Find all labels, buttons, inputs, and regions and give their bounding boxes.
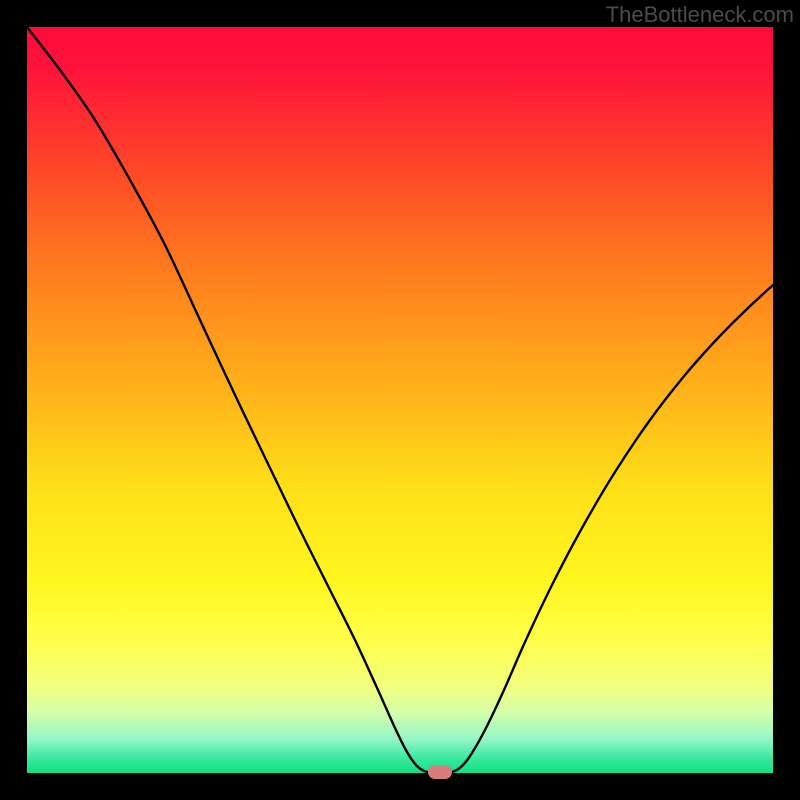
watermark-text: TheBottleneck.com <box>606 2 794 28</box>
chart-stage: TheBottleneck.com <box>0 0 800 800</box>
plot-gradient-background <box>0 0 800 800</box>
optimum-marker <box>428 765 452 779</box>
